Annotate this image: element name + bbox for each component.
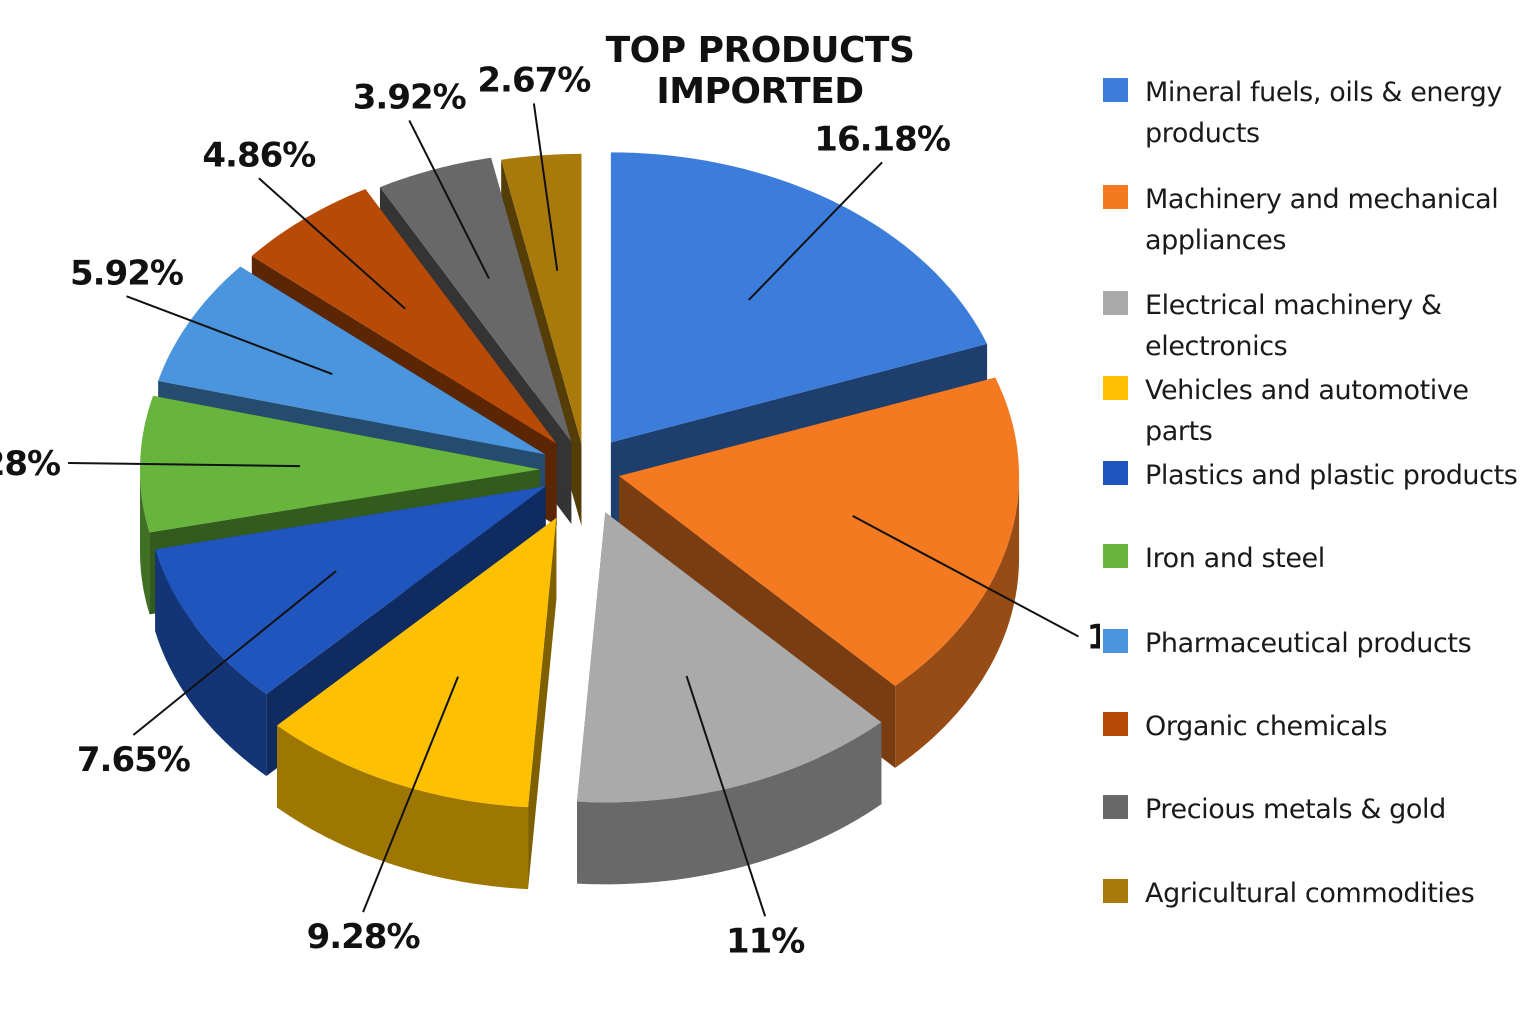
legend-swatch: [1103, 376, 1128, 400]
leader-line: [532, 103, 559, 271]
pie-chart: 16.18% 15.27% 11% 9.28% 7.65% 6.28% 5.92% 4.86%…: [0, 60, 1100, 961]
legend-swatch: [1103, 291, 1128, 315]
pie-slice-top: [577, 512, 882, 803]
legend-label: Mineral fuels, oils & energy products: [1145, 77, 1502, 149]
leader-line: [685, 675, 767, 917]
legend-label: Pharmaceutical products: [1145, 628, 1472, 659]
legend-label: Plastics and plastic products: [1145, 460, 1518, 491]
legend-swatch: [1103, 185, 1128, 209]
leader-line: [258, 177, 406, 310]
pie-slice-top: [277, 517, 557, 808]
pie-slice-top: [379, 157, 572, 442]
pie-slice-top: [251, 189, 557, 444]
pie-slice-rim: [277, 725, 529, 890]
legend-swatch: [1103, 544, 1128, 568]
legend-swatch: [1103, 712, 1128, 736]
data-label: 6.28%: [0, 444, 60, 484]
data-label: 7.65%: [77, 740, 190, 780]
leader-line: [126, 295, 333, 375]
data-label: 16.18%: [814, 119, 950, 159]
data-label: 5.92%: [70, 253, 183, 293]
legend-swatch: [1103, 795, 1128, 819]
legend-label: Iron and steel: [1145, 543, 1325, 574]
chart-legend: Mineral fuels, oils & energy products Mac…: [1103, 0, 1533, 1024]
pie-slice-rim: [140, 469, 150, 615]
pie-slice-wall: [528, 517, 557, 890]
leader-line: [132, 570, 337, 736]
leader-line: [362, 676, 459, 913]
pie-slice-top: [610, 152, 988, 443]
leader-line: [748, 161, 883, 301]
pie-slice-rim: [895, 476, 1020, 768]
pie-slice: [277, 517, 557, 890]
leader-line: [408, 119, 490, 279]
pie-data-labels: 16.18% 15.27% 11% 9.28% 7.65% 6.28% 5.92% 4.86%…: [0, 60, 1100, 961]
pie-slice-top: [619, 377, 1020, 686]
legend-label: Vehicles and automotive parts: [1145, 375, 1469, 447]
data-label: 3.92%: [353, 77, 466, 117]
legend-label: Precious metals & gold: [1145, 794, 1446, 825]
legend-label: Machinery and mechanical appliances: [1145, 184, 1499, 256]
pie-slice-top: [501, 153, 582, 444]
pie-slice-top: [158, 266, 546, 455]
pie-slice-top: [155, 486, 546, 695]
legend-label: Electrical machinery & electronics: [1145, 290, 1442, 362]
legend-label: Agricultural commodities: [1145, 878, 1475, 909]
data-label: 4.86%: [202, 135, 315, 175]
legend-swatch: [1103, 629, 1128, 653]
data-label: 11%: [726, 921, 804, 961]
leader-line: [852, 515, 1079, 638]
leader-line: [68, 461, 301, 468]
legend-label: Organic chemicals: [1145, 711, 1388, 742]
legend-swatch: [1103, 78, 1128, 102]
data-label: 9.28%: [307, 917, 420, 957]
data-label: 15.27%: [1086, 617, 1100, 657]
pie-slice-top: [140, 395, 541, 533]
chart-title: TOP PRODUCTS IMPORTED: [605, 30, 915, 112]
legend-swatch: [1103, 461, 1128, 485]
pie-slice-rim: [155, 549, 267, 777]
legend-swatch: [1103, 879, 1128, 903]
data-label: 2.67%: [477, 60, 590, 100]
pie-slices: [140, 152, 1020, 890]
